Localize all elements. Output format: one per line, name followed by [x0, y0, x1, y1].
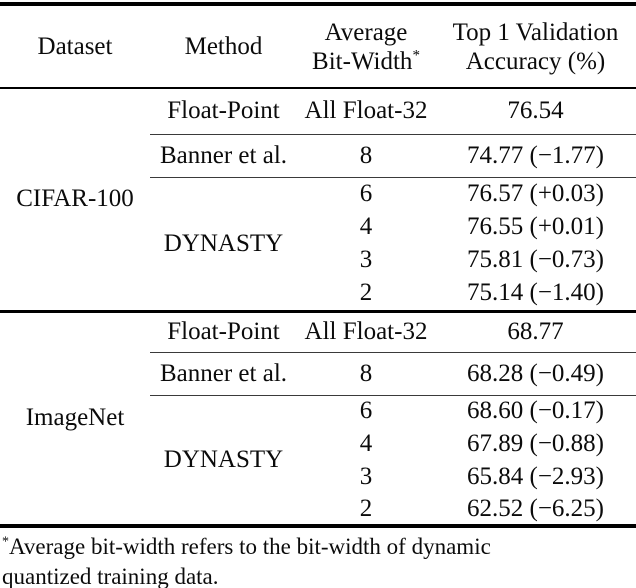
- bit-width-footnote-marker: *: [412, 47, 420, 64]
- cell-bit-width: 4: [359, 429, 373, 457]
- cell-method-banner: Banner et al.: [150, 134, 297, 178]
- cell-accuracy: 68.60 (−0.17): [467, 397, 604, 425]
- header-dataset: Dataset: [37, 33, 113, 60]
- cell-accuracy: 75.14 (−1.40): [467, 279, 604, 307]
- table-row: 3 65.84 (−2.93): [0, 460, 636, 493]
- header-bit-width-line2: Bit-Width: [312, 47, 413, 75]
- cell-bit-width: 8: [297, 352, 435, 396]
- header-bit-width-line1: Average: [324, 18, 408, 46]
- table-row: ImageNet Float-Point All Float-32 68.77: [0, 311, 636, 431]
- cell-bit-width: 8: [297, 134, 435, 178]
- table-row: DYNASTY 6 68.60 (−0.17): [0, 395, 636, 473]
- cell-bit-width: All Float-32: [297, 311, 435, 353]
- cell-method-float-point: Float-Point: [150, 311, 297, 353]
- cell-bit-width: All Float-32: [297, 88, 435, 135]
- cell-accuracy: 75.81 (−0.73): [467, 246, 604, 273]
- cell-accuracy: 74.77 (−1.77): [435, 134, 636, 178]
- cell-bit-width: 2: [359, 494, 373, 522]
- cell-bit-width: 6: [359, 179, 373, 207]
- table-row: Banner et al. 8 74.77 (−1.77): [0, 134, 636, 178]
- section-imagenet: ImageNet Float-Point All Float-32 68.77 …: [0, 311, 636, 526]
- cell-bit-width: 4: [359, 212, 373, 240]
- cell-accuracy: 76.54: [435, 88, 636, 135]
- table-header: Dataset Method Average Bit-Width* Top 1 …: [0, 4, 636, 88]
- cell-method-float-point: Float-Point: [150, 88, 297, 135]
- table-row: CIFAR-100 Float-Point All Float-32 76.54: [0, 88, 636, 212]
- table-row: 4 67.89 (−0.88): [0, 427, 636, 460]
- cell-accuracy: 76.55 (+0.01): [467, 212, 604, 240]
- cell-dataset-imagenet: ImageNet: [25, 404, 125, 432]
- cell-bit-width: 6: [359, 397, 373, 425]
- table-footnote: *Average bit-width refers to the bit-wid…: [0, 532, 562, 588]
- cell-accuracy: 68.28 (−0.49): [435, 352, 636, 396]
- cell-accuracy: 68.77: [435, 311, 636, 353]
- cell-dataset-cifar100: CIFAR-100: [16, 185, 134, 213]
- cell-method-dynasty: DYNASTY: [163, 229, 284, 257]
- cell-bit-width: 3: [359, 462, 373, 490]
- cell-method-dynasty: DYNASTY: [163, 445, 284, 473]
- table-row: DYNASTY 6 76.57 (+0.03): [0, 177, 636, 257]
- cell-bit-width: 2: [359, 279, 373, 307]
- header-row: Dataset Method Average Bit-Width* Top 1 …: [0, 4, 636, 88]
- cell-bit-width: 3: [359, 246, 373, 273]
- header-accuracy: Top 1 Validation Accuracy (%): [435, 4, 636, 88]
- cell-method-banner: Banner et al.: [150, 352, 297, 396]
- cell-accuracy: 76.57 (+0.03): [467, 179, 604, 207]
- header-method: Method: [184, 33, 263, 60]
- cell-accuracy: 67.89 (−0.88): [467, 429, 604, 457]
- header-bit-width: Average Bit-Width*: [297, 4, 435, 88]
- cell-accuracy: 62.52 (−6.25): [467, 494, 604, 522]
- quantization-results-table: Dataset Method Average Bit-Width* Top 1 …: [0, 2, 636, 528]
- footnote-marker: *: [2, 534, 9, 550]
- section-cifar100: CIFAR-100 Float-Point All Float-32 76.54…: [0, 88, 636, 311]
- table-row: Banner et al. 8 68.28 (−0.49): [0, 352, 636, 396]
- table-row: 2 75.14 (−1.40): [0, 277, 636, 311]
- cell-accuracy: 65.84 (−2.93): [467, 462, 604, 490]
- footnote-text: Average bit-width refers to the bit-widt…: [2, 534, 491, 588]
- header-accuracy-line1: Top 1 Validation: [452, 18, 619, 46]
- table-row: 3 75.81 (−0.73): [0, 243, 636, 277]
- table-row: 4 76.55 (+0.01): [0, 210, 636, 243]
- header-accuracy-line2: Accuracy (%): [465, 47, 606, 75]
- table-row: 2 62.52 (−6.25): [0, 493, 636, 526]
